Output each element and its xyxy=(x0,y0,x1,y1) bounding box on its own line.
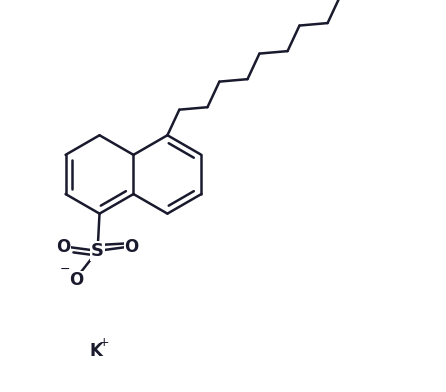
Text: S: S xyxy=(91,242,104,260)
Text: O: O xyxy=(69,271,83,289)
Text: +: + xyxy=(99,336,110,350)
Text: −: − xyxy=(60,263,70,276)
Text: O: O xyxy=(56,238,70,256)
Text: O: O xyxy=(124,238,139,256)
Text: K: K xyxy=(89,342,102,360)
